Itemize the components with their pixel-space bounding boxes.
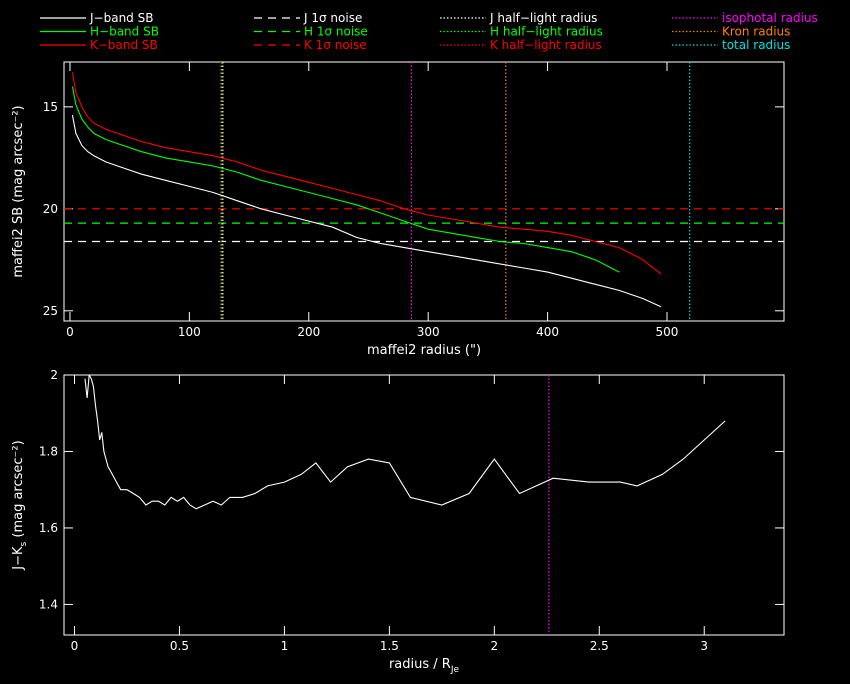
x-tick-label: 0.5 xyxy=(170,639,189,653)
x-tick-label: 0 xyxy=(71,639,79,653)
y-tick-label: 2 xyxy=(50,368,58,382)
legend-label-total-radius: total radius xyxy=(722,38,790,52)
y-tick-label: 20 xyxy=(43,202,58,216)
legend-label-h-band-sb: H−band SB xyxy=(90,25,159,39)
series-line-k-band-sb xyxy=(71,72,662,275)
x-axis-label-subscript: Je xyxy=(450,665,460,675)
legend-label-j-1-noise: J 1σ noise xyxy=(303,11,362,25)
y-tick-label: 25 xyxy=(43,304,58,318)
y-axis-label-subscript: s xyxy=(19,541,29,546)
plot-area xyxy=(64,62,784,321)
x-tick-label: 100 xyxy=(178,325,201,339)
x-tick-label: 400 xyxy=(536,325,559,339)
plot-frame xyxy=(63,374,785,636)
legend-label-isophotal-radius: isophotal radius xyxy=(722,11,818,25)
x-tick-label: 1 xyxy=(281,639,289,653)
x-tick-label: 3 xyxy=(700,639,708,653)
x-tick-label: 300 xyxy=(417,325,440,339)
surface-brightness-plot: 0 100 200 300 400 500 15 20 25 maffei2 radius (")… xyxy=(11,61,785,358)
x-tick-label: 500 xyxy=(656,325,679,339)
y-tick-label: 1.6 xyxy=(39,521,58,535)
x-tick-label: 0 xyxy=(66,325,74,339)
legend-label-h-half-light-radius: H half−light radius xyxy=(490,25,603,39)
x-tick-label: 1.5 xyxy=(380,639,399,653)
legend-label-k-1-noise: K 1σ noise xyxy=(304,38,367,52)
y-axis-label: maffei2 SB (mag arcsec⁻²) xyxy=(11,105,26,277)
legend-label-j-band-sb: J−band SB xyxy=(89,11,153,25)
color-profile-plot: 0 0.5 1 1.5 2 2.5 3 1.4 1.6 1.8 2 radius / RJe J−Ks … xyxy=(11,368,785,675)
x-tick-label: 2.5 xyxy=(590,639,609,653)
legend-label-h-1-noise: H 1σ noise xyxy=(304,25,368,39)
legend-label-kron-radius: Kron radius xyxy=(722,25,790,39)
legend-label-k-band-sb: K−band SB xyxy=(90,38,158,52)
legend-label-j-half-light-radius: J half−light radius xyxy=(489,11,597,25)
x-tick-label: 2 xyxy=(491,639,499,653)
y-axis-label-unit: (mag arcsec⁻²) xyxy=(11,440,26,541)
x-tick-label: 200 xyxy=(297,325,320,339)
y-tick-label: 1.4 xyxy=(39,597,58,611)
y-tick-label: 1.8 xyxy=(39,444,58,458)
legend-label-k-half-light-radius: K half−light radius xyxy=(490,38,602,52)
y-axis-label: J−Ks (mag arcsec⁻²) xyxy=(11,440,29,570)
series-line-j-k xyxy=(84,375,726,510)
x-axis-label: radius / RJe xyxy=(389,657,460,675)
x-axis-label: maffei2 radius (") xyxy=(367,343,481,358)
series-line-h-band-sb xyxy=(71,86,620,273)
plot-frame xyxy=(63,61,785,322)
y-tick-label: 15 xyxy=(43,100,58,114)
plot-area xyxy=(84,375,726,635)
series-line-j-band-sb xyxy=(71,114,662,308)
